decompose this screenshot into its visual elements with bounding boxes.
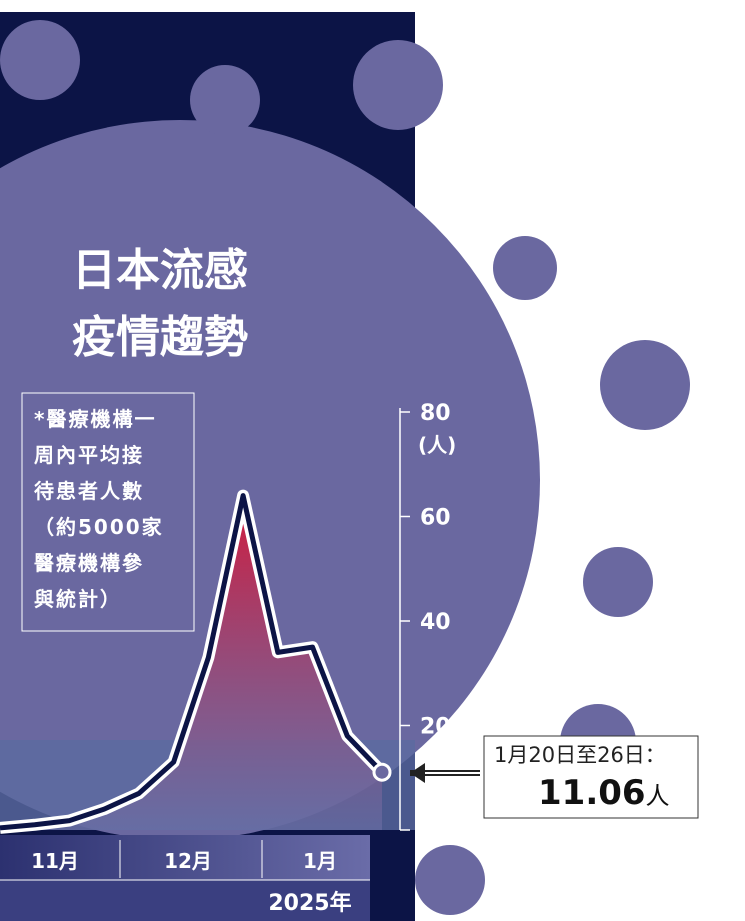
callout-number: 11.06	[538, 773, 646, 813]
y-tick-label: 20	[420, 715, 451, 740]
month-label: 12月	[164, 849, 212, 873]
note-line: 待患者人數	[34, 479, 144, 503]
note-box	[21, 392, 195, 632]
title: 日本流感	[72, 245, 248, 296]
note-line: 周內平均接	[34, 443, 144, 467]
year-label: 2025年	[268, 890, 351, 916]
note-line: *醫療機構一	[34, 407, 156, 431]
end-point	[372, 762, 392, 782]
callout-value: 11.06人	[538, 773, 670, 813]
note-line: 與統計）	[34, 587, 122, 611]
y-unit: (人)	[418, 433, 456, 457]
y-tick-label: 60	[420, 506, 451, 531]
callout-box	[483, 735, 699, 819]
note-line: （約5000家	[34, 515, 164, 539]
note-line: 醫療機構參	[34, 551, 144, 575]
callout-unit: 人	[646, 782, 670, 810]
callout-date: 1月20日至26日：	[494, 743, 666, 767]
title: 疫情趨勢	[72, 312, 248, 363]
year-bar	[0, 880, 370, 921]
month-label: 11月	[31, 849, 79, 873]
virus	[0, 20, 690, 915]
month-bar	[0, 835, 370, 880]
y-tick-label: 80	[420, 401, 451, 426]
area	[0, 495, 382, 830]
month-label: 1月	[303, 849, 337, 873]
arrow-head	[410, 763, 425, 783]
y-tick-label: 40	[420, 610, 451, 635]
y-tick-label: 0	[420, 819, 435, 844]
line	[0, 493, 384, 831]
